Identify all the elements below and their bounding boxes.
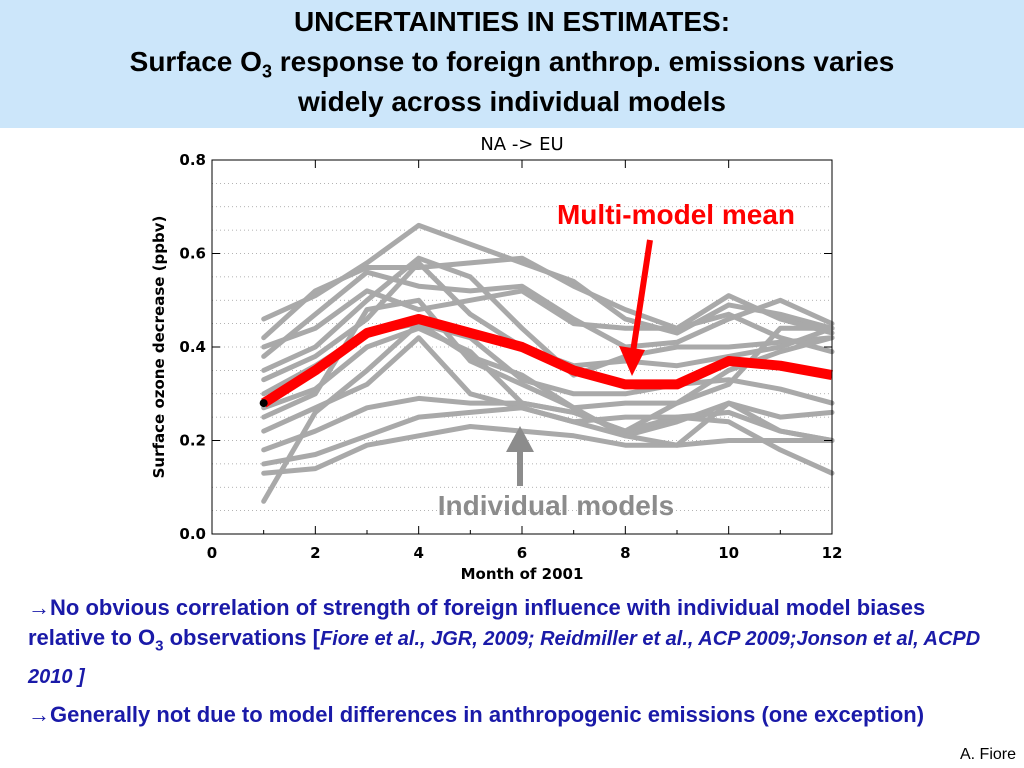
arrow-icon: →	[28, 595, 50, 620]
y-tick-label: 0.6	[179, 245, 206, 263]
model-line	[261, 297, 835, 420]
y-axis-label: Surface ozone decrease (ppbv)	[150, 216, 168, 479]
bullet1-subscript: 3	[155, 637, 164, 655]
model-line	[261, 405, 835, 476]
mean-line-group	[259, 314, 833, 408]
slide-title-line2: Surface O3 response to foreign anthrop. …	[0, 46, 1024, 83]
bullet1-citation: Fiore et al., JGR, 2009; Reidmiller et a…	[28, 628, 981, 689]
y-tick-label: 0.0	[179, 525, 206, 543]
x-tick-label: 10	[718, 544, 739, 562]
title-text-a: Surface O	[129, 46, 262, 77]
x-tick-label: 8	[620, 544, 630, 562]
ozone-line-chart: 0 2 4 6 8 10 12 0.0 0.2 0.4 0.6 0.8 NA -> EU Month …	[150, 134, 842, 583]
model-line	[261, 321, 835, 504]
x-tick-label: 0	[207, 544, 217, 562]
model-line	[261, 255, 835, 378]
y-tick-label: 0.8	[179, 151, 206, 169]
bullet-2: →Generally not due to model differences …	[28, 700, 1008, 730]
axis-ticks: 0 2 4 6 8 10 12 0.0 0.2 0.4 0.6 0.8	[179, 151, 842, 562]
model-line	[261, 288, 835, 355]
bullet2-text: Generally not due to model differences i…	[50, 702, 925, 727]
x-tick-label: 6	[517, 544, 527, 562]
arrow-icon: →	[28, 702, 50, 727]
title-subscript: 3	[261, 61, 272, 82]
author-credit: A. Fiore	[959, 746, 1016, 763]
chart-title: NA -> EU	[480, 134, 563, 155]
mean-annotation-arrow	[619, 239, 653, 376]
title-band: UNCERTAINTIES IN ESTIMATES: Surface O3 r…	[0, 0, 1024, 128]
model-line	[261, 424, 835, 476]
x-axis-label: Month of 2001	[461, 565, 584, 583]
x-tick-label: 4	[413, 544, 423, 562]
y-tick-label: 0.2	[179, 432, 206, 450]
x-tick-label: 2	[310, 544, 320, 562]
mean-start-point	[259, 399, 268, 408]
mean-line	[261, 314, 833, 408]
model-line	[261, 395, 835, 453]
slide-title-line1: UNCERTAINTIES IN ESTIMATES:	[293, 6, 731, 37]
bullet1-text-b: observations [	[163, 625, 320, 650]
title-text-b: response to foreign anthrop. emissions v…	[271, 46, 895, 77]
bullet-1: →No obvious correlation of strength of f…	[28, 593, 1008, 692]
model-line	[261, 255, 835, 341]
models-annotation-label: Individual models	[438, 490, 674, 521]
x-tick-label: 12	[822, 544, 843, 562]
slide-title-line3: widely across individual models	[298, 86, 726, 117]
mean-annotation-label: Multi-model mean	[557, 199, 795, 230]
models-annotation-arrow	[506, 426, 534, 486]
bullet1-text: No obvious correlation of strength of fo…	[28, 595, 926, 650]
y-tick-label: 0.4	[179, 338, 206, 356]
